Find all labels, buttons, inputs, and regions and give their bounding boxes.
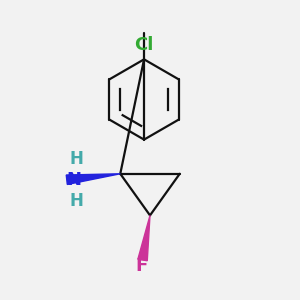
Polygon shape <box>66 174 120 184</box>
Text: H: H <box>70 150 84 168</box>
Text: H: H <box>70 191 84 209</box>
Polygon shape <box>138 215 150 261</box>
Text: N: N <box>67 171 82 189</box>
Text: F: F <box>135 257 147 275</box>
Text: Cl: Cl <box>134 36 154 54</box>
